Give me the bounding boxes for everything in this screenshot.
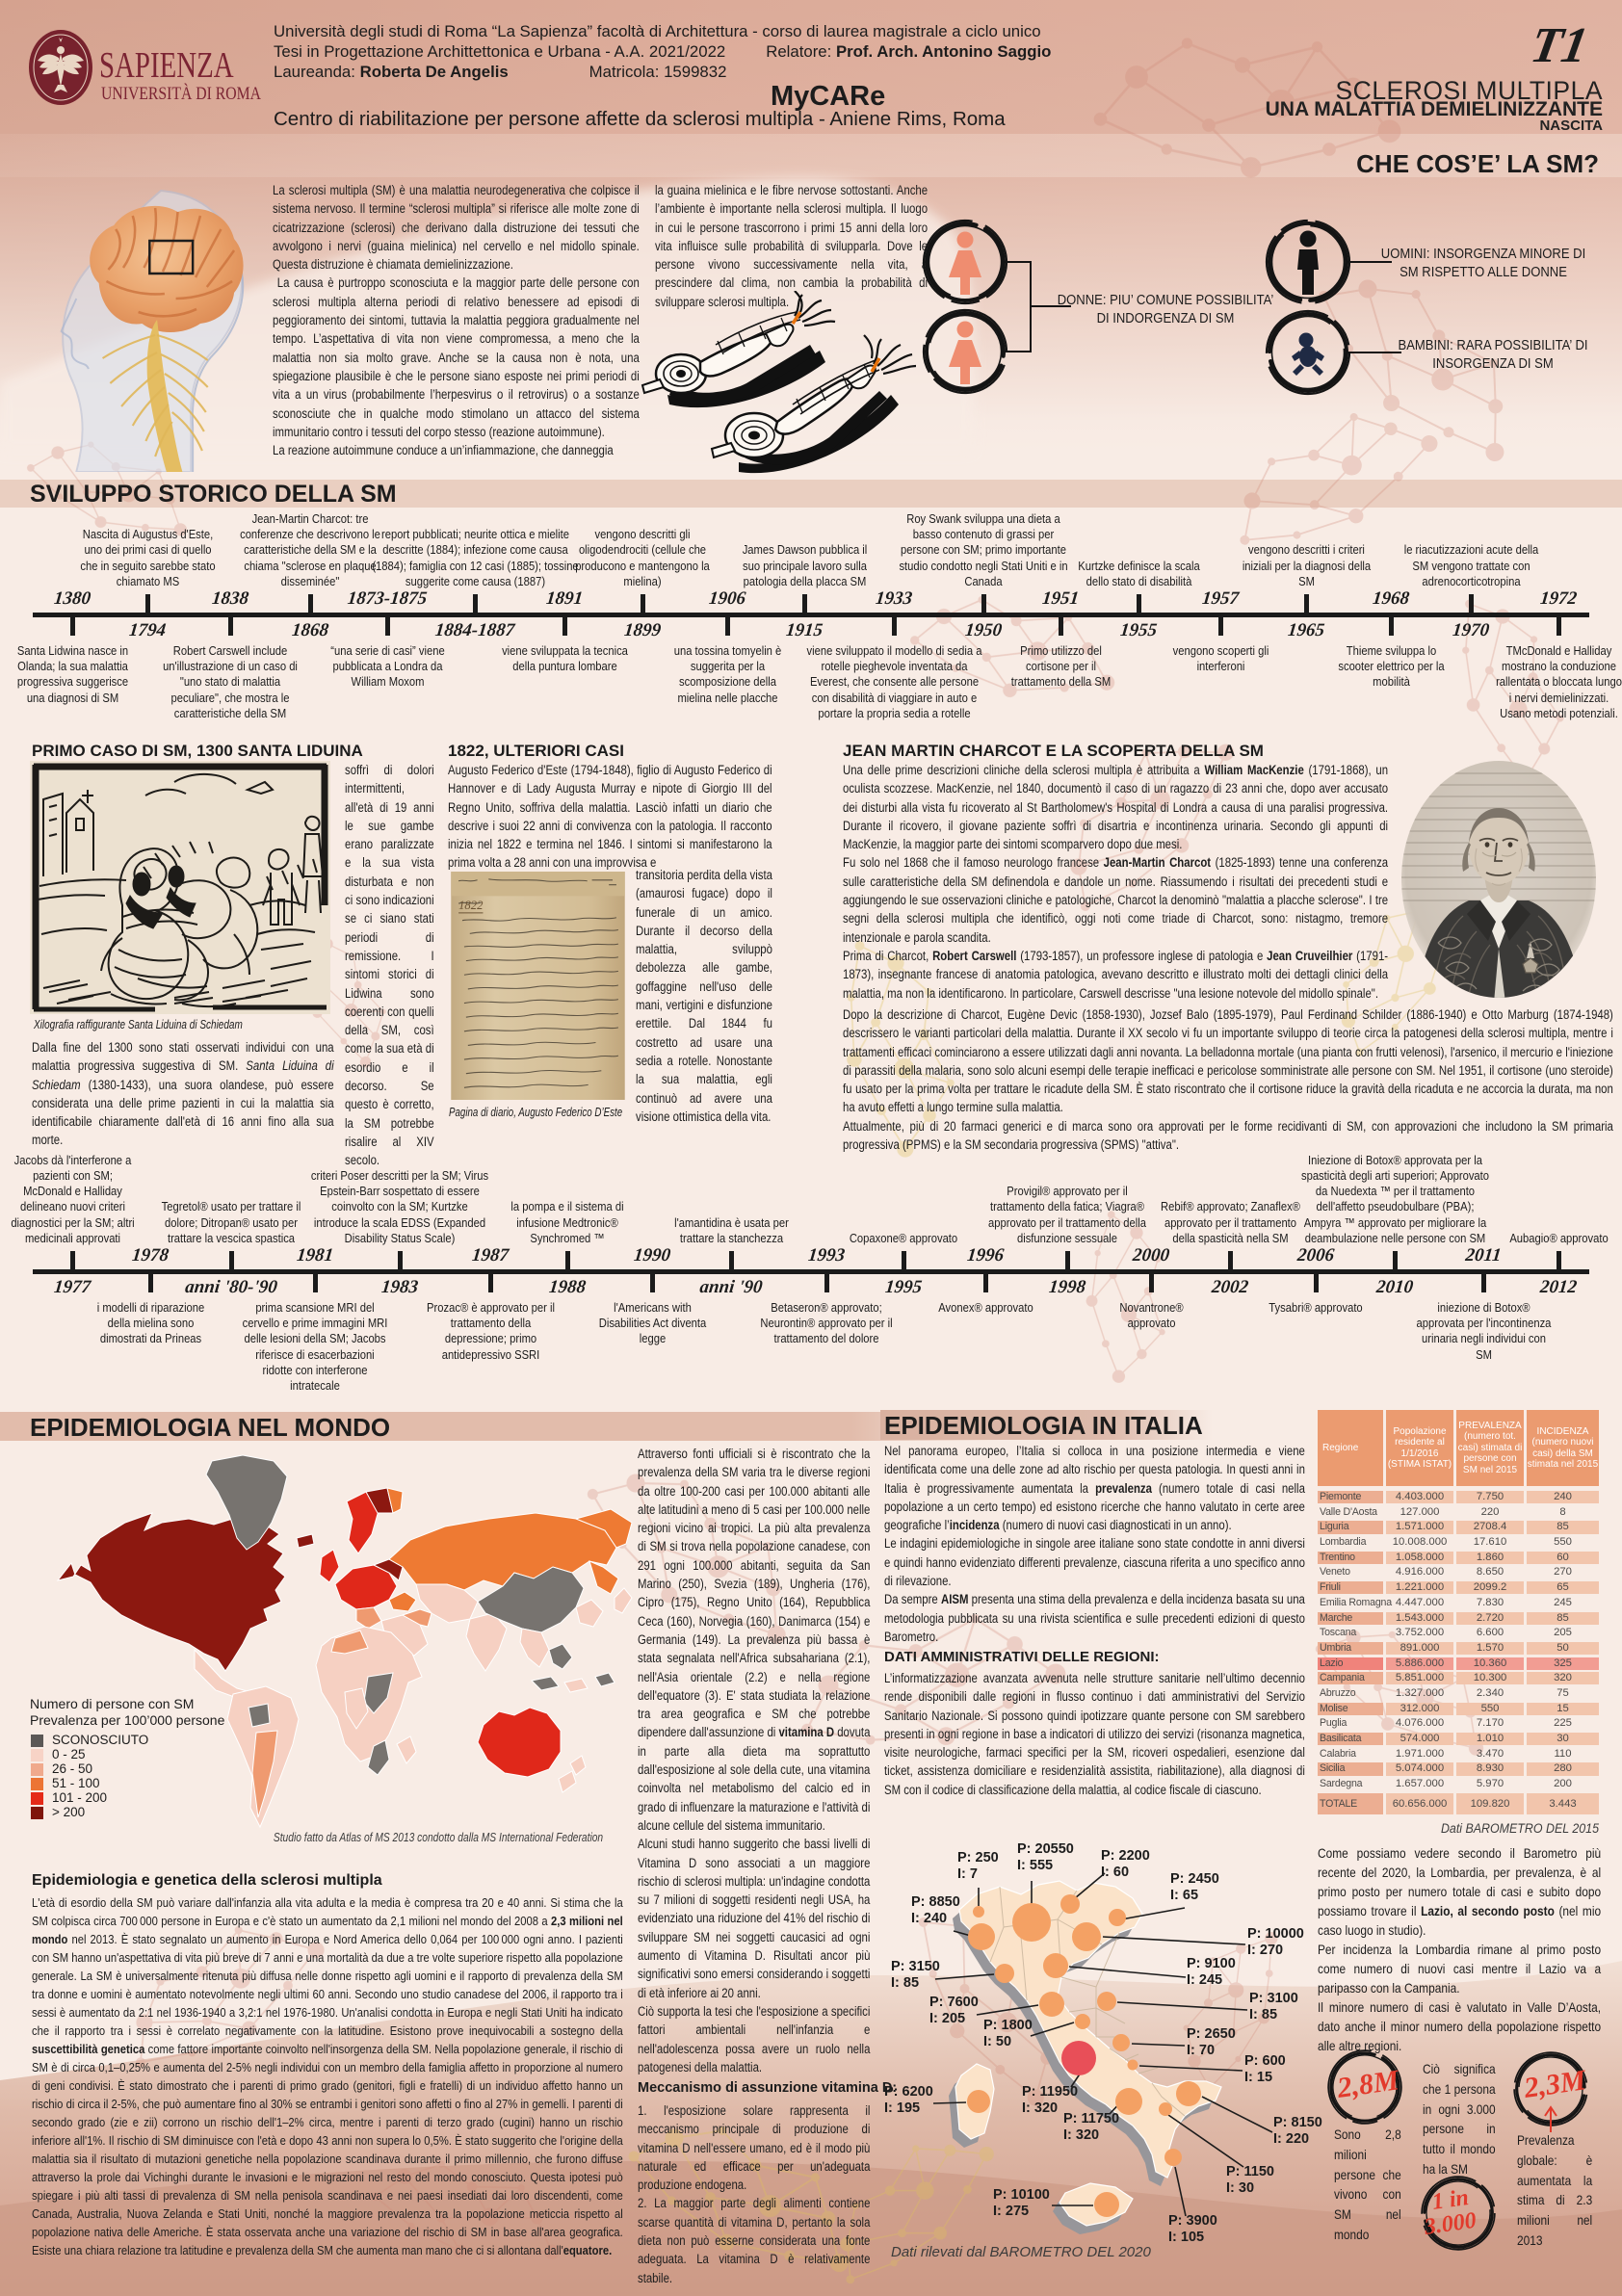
svg-text:1 in: 1 in — [1430, 2185, 1470, 2215]
svg-text:3.000: 3.000 — [1422, 2208, 1478, 2240]
svg-text:1822: 1822 — [458, 899, 484, 912]
svg-text:2,3M: 2,3M — [1521, 2064, 1588, 2104]
svg-text:2,8M: 2,8M — [1334, 2064, 1401, 2104]
